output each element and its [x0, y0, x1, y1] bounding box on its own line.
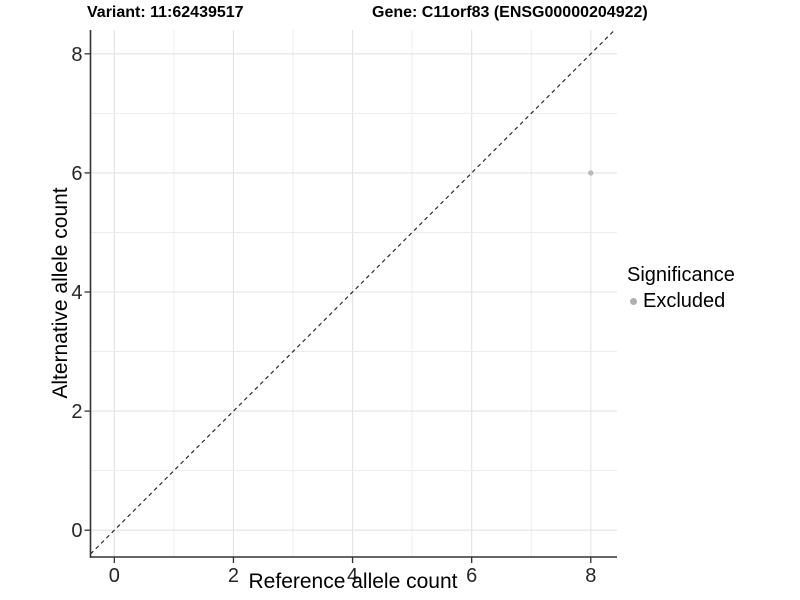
- legend-title: Significance: [627, 264, 735, 286]
- identity-line: [90, 29, 616, 555]
- x-tick-label: 0: [109, 565, 120, 587]
- variant-title: Variant: 11:62439517: [87, 4, 244, 21]
- x-tick-label: 2: [228, 565, 239, 587]
- legend-entry-label: Excluded: [643, 290, 726, 312]
- legend: Significance Excluded: [627, 264, 735, 312]
- y-tick-label: 0: [71, 520, 82, 542]
- y-axis-title: Alternative allele count: [49, 187, 72, 399]
- gene-title: Gene: C11orf83 (ENSG00000204922): [372, 4, 648, 21]
- data-point: [588, 170, 594, 176]
- legend-entry-excluded: Excluded: [627, 290, 735, 312]
- y-tick-label: 6: [71, 163, 82, 185]
- x-tick-label: 8: [585, 565, 596, 587]
- legend-point-icon: [630, 298, 637, 305]
- y-tick-label: 2: [71, 401, 82, 423]
- axis-ticks: 0 2 4 6 8 0 2 4 6 8: [71, 44, 596, 587]
- y-tick-label: 4: [71, 282, 82, 304]
- y-tick-label: 8: [71, 44, 82, 66]
- gridlines: [90, 30, 617, 557]
- x-axis-title: Reference allele count: [248, 570, 458, 593]
- x-tick-label: 4: [347, 565, 358, 587]
- x-tick-label: 6: [466, 565, 477, 587]
